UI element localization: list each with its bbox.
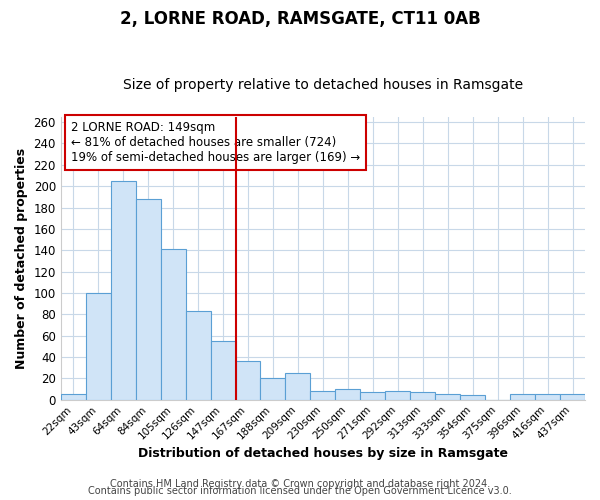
Bar <box>185 311 211 400</box>
Bar <box>510 394 535 400</box>
X-axis label: Distribution of detached houses by size in Ramsgate: Distribution of detached houses by size … <box>138 447 508 460</box>
Text: 2 LORNE ROAD: 149sqm
← 81% of detached houses are smaller (724)
19% of semi-deta: 2 LORNE ROAD: 149sqm ← 81% of detached h… <box>71 121 361 164</box>
Bar <box>560 394 585 400</box>
Bar <box>361 392 385 400</box>
Bar <box>460 396 485 400</box>
Bar <box>385 391 410 400</box>
Bar <box>335 389 361 400</box>
Title: Size of property relative to detached houses in Ramsgate: Size of property relative to detached ho… <box>123 78 523 92</box>
Bar <box>61 394 86 400</box>
Bar <box>161 249 185 400</box>
Text: 2, LORNE ROAD, RAMSGATE, CT11 0AB: 2, LORNE ROAD, RAMSGATE, CT11 0AB <box>119 10 481 28</box>
Bar <box>435 394 460 400</box>
Y-axis label: Number of detached properties: Number of detached properties <box>15 148 28 369</box>
Bar <box>211 341 236 400</box>
Bar <box>111 181 136 400</box>
Bar <box>286 373 310 400</box>
Bar <box>86 293 111 400</box>
Bar <box>410 392 435 400</box>
Bar <box>260 378 286 400</box>
Bar <box>236 362 260 400</box>
Text: Contains public sector information licensed under the Open Government Licence v3: Contains public sector information licen… <box>88 486 512 496</box>
Bar <box>136 199 161 400</box>
Bar <box>535 394 560 400</box>
Bar <box>310 391 335 400</box>
Text: Contains HM Land Registry data © Crown copyright and database right 2024.: Contains HM Land Registry data © Crown c… <box>110 479 490 489</box>
